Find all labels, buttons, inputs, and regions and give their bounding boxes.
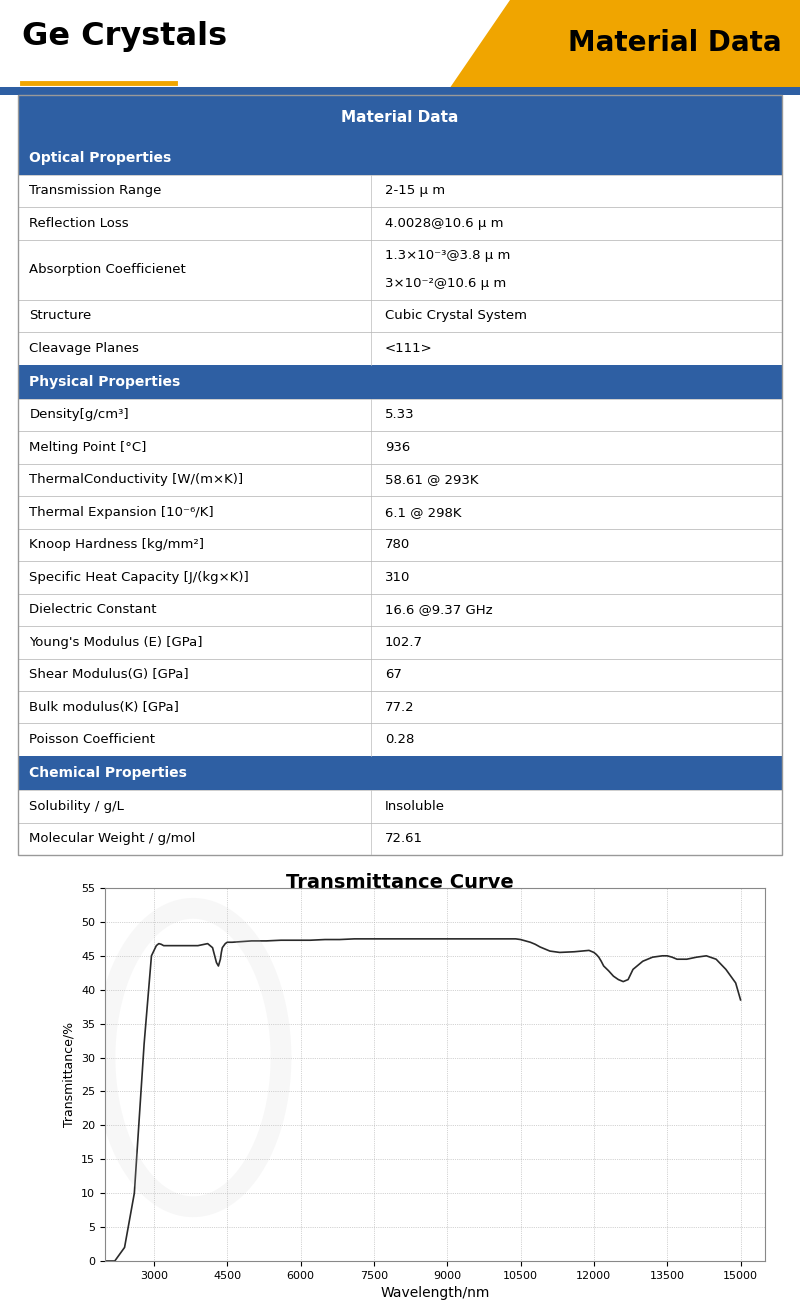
- Text: 3×10⁻²@10.6 μ m: 3×10⁻²@10.6 μ m: [385, 278, 506, 289]
- Bar: [18, 240, 782, 300]
- Text: Material Data: Material Data: [568, 29, 782, 57]
- Polygon shape: [445, 0, 800, 95]
- Text: 4.0028@10.6 μ m: 4.0028@10.6 μ m: [385, 216, 503, 229]
- Text: Cleavage Planes: Cleavage Planes: [30, 341, 139, 354]
- Text: 16.6 @9.37 GHz: 16.6 @9.37 GHz: [385, 603, 492, 616]
- Text: Structure: Structure: [30, 309, 92, 322]
- Bar: [18, 399, 782, 431]
- Text: 310: 310: [385, 571, 410, 584]
- Text: Ge Crystals: Ge Crystals: [22, 22, 227, 52]
- Bar: [18, 365, 782, 399]
- Text: Molecular Weight / g/mol: Molecular Weight / g/mol: [30, 833, 196, 846]
- Text: 936: 936: [385, 440, 410, 453]
- Text: 780: 780: [385, 538, 410, 551]
- Text: 1.3×10⁻³@3.8 μ m: 1.3×10⁻³@3.8 μ m: [385, 249, 510, 262]
- Text: Density[g/cm³]: Density[g/cm³]: [30, 408, 129, 421]
- Text: Young's Modulus (E) [GPa]: Young's Modulus (E) [GPa]: [30, 636, 203, 649]
- Text: ThermalConductivity [W/(m×K)]: ThermalConductivity [W/(m×K)]: [30, 473, 243, 486]
- Text: 6.1 @ 298K: 6.1 @ 298K: [385, 506, 462, 519]
- Bar: [18, 332, 782, 365]
- Text: Material Data: Material Data: [342, 111, 458, 125]
- Text: 72.61: 72.61: [385, 833, 422, 846]
- Bar: [18, 141, 782, 175]
- Text: Shear Modulus(G) [GPa]: Shear Modulus(G) [GPa]: [30, 668, 189, 681]
- Text: <111>: <111>: [385, 341, 433, 354]
- Bar: [18, 496, 782, 529]
- Text: Chemical Properties: Chemical Properties: [30, 766, 187, 780]
- Text: Reflection Loss: Reflection Loss: [30, 216, 129, 229]
- Text: Transmittance Curve: Transmittance Curve: [286, 873, 514, 893]
- Text: Cubic Crystal System: Cubic Crystal System: [385, 309, 526, 322]
- Bar: [18, 790, 782, 822]
- Bar: [18, 300, 782, 332]
- Bar: [18, 691, 782, 723]
- Text: Knoop Hardness [kg/mm²]: Knoop Hardness [kg/mm²]: [30, 538, 205, 551]
- Text: 67: 67: [385, 668, 402, 681]
- Text: Melting Point [°C]: Melting Point [°C]: [30, 440, 147, 453]
- Bar: [18, 822, 782, 855]
- Bar: [18, 95, 782, 141]
- Bar: [18, 625, 782, 658]
- Text: Insoluble: Insoluble: [385, 800, 445, 813]
- Text: Optical Properties: Optical Properties: [30, 151, 172, 164]
- Text: 2-15 μ m: 2-15 μ m: [385, 184, 445, 197]
- Bar: [18, 562, 782, 594]
- Bar: [18, 529, 782, 562]
- Text: 77.2: 77.2: [385, 701, 414, 714]
- Bar: [18, 658, 782, 691]
- Text: 5.33: 5.33: [385, 408, 414, 421]
- Bar: [18, 594, 782, 625]
- Bar: [18, 723, 782, 756]
- Text: Transmission Range: Transmission Range: [30, 184, 162, 197]
- Bar: [0, 87, 800, 95]
- Text: Dielectric Constant: Dielectric Constant: [30, 603, 157, 616]
- Y-axis label: Transmittance/%: Transmittance/%: [62, 1022, 75, 1127]
- Text: Absorption Coefficienet: Absorption Coefficienet: [30, 263, 186, 276]
- Text: 0.28: 0.28: [385, 734, 414, 747]
- Text: Solubility / g/L: Solubility / g/L: [30, 800, 124, 813]
- Text: 102.7: 102.7: [385, 636, 422, 649]
- Bar: [18, 207, 782, 240]
- Bar: [18, 431, 782, 464]
- Bar: [18, 756, 782, 790]
- Text: Poisson Coefficient: Poisson Coefficient: [30, 734, 155, 747]
- Bar: [18, 175, 782, 207]
- Text: 58.61 @ 293K: 58.61 @ 293K: [385, 473, 478, 486]
- Text: Specific Heat Capacity [J/(kg×K)]: Specific Heat Capacity [J/(kg×K)]: [30, 571, 250, 584]
- Bar: [18, 464, 782, 496]
- Text: Physical Properties: Physical Properties: [30, 375, 181, 388]
- Text: Bulk modulus(K) [GPa]: Bulk modulus(K) [GPa]: [30, 701, 179, 714]
- X-axis label: Wavelength/nm: Wavelength/nm: [380, 1286, 490, 1300]
- Text: Thermal Expansion [10⁻⁶/K]: Thermal Expansion [10⁻⁶/K]: [30, 506, 214, 519]
